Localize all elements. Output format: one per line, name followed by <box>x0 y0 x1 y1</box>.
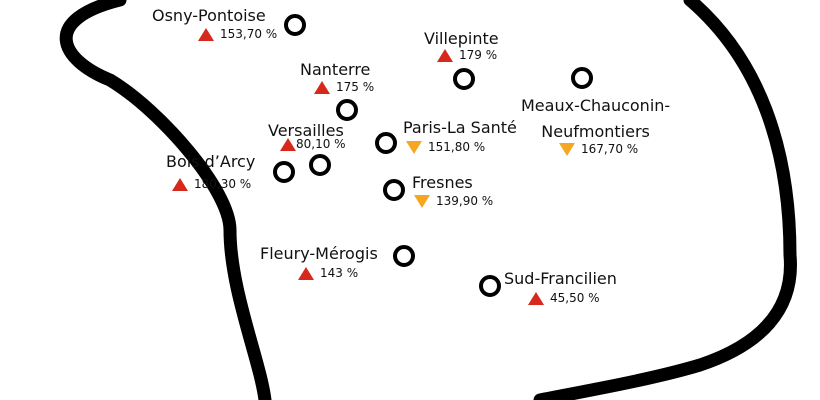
occupancy-value: 139,90 % <box>436 194 494 208</box>
site-name: Nanterre <box>300 60 371 79</box>
site-name: Versailles <box>268 121 344 140</box>
occupancy-stat: 167,70 % <box>559 142 638 156</box>
occupancy-value: 153,70 % <box>220 27 278 41</box>
site-name: Fleury-Mérogis <box>260 244 378 263</box>
site-name: Osny-Pontoise <box>152 6 266 25</box>
occupancy-stat: 143 % <box>298 266 358 280</box>
down-triangle-icon <box>406 140 422 154</box>
occupancy-value: 179 % <box>459 48 498 62</box>
up-triangle-icon <box>172 177 188 191</box>
down-triangle-icon <box>559 142 575 156</box>
region-outline <box>59 0 272 400</box>
occupancy-stat: 153,70 % <box>198 27 277 41</box>
occupancy-value: 45,50 % <box>550 291 600 305</box>
site-name: Villepinte <box>424 29 499 48</box>
site-name: Fresnes <box>412 173 473 192</box>
up-triangle-icon <box>528 291 544 305</box>
occupancy-stat: 180,30 % <box>172 177 251 191</box>
prison-location-marker <box>375 132 397 154</box>
occupancy-stat: 175 % <box>314 80 374 94</box>
prison-location-marker <box>309 154 331 176</box>
down-triangle-icon <box>414 194 430 208</box>
up-triangle-icon <box>198 27 214 41</box>
site-name: Bois d’Arcy <box>166 152 256 171</box>
prison-location-marker <box>284 14 306 36</box>
site-name: Sud-Francilien <box>504 269 617 288</box>
occupancy-stat: 45,50 % <box>528 291 600 305</box>
occupancy-value: 175 % <box>336 80 375 94</box>
occupancy-stat: 151,80 % <box>406 140 485 154</box>
prison-location-marker <box>383 179 405 201</box>
occupancy-value: 80,10 % <box>296 137 346 151</box>
up-triangle-icon <box>298 266 314 280</box>
occupancy-value: 180,30 % <box>194 177 252 191</box>
prison-location-marker <box>453 68 475 90</box>
region-outline <box>533 0 797 400</box>
prison-location-marker <box>336 99 358 121</box>
prison-location-marker <box>479 275 501 297</box>
occupancy-value: 167,70 % <box>581 142 639 156</box>
occupancy-value: 143 % <box>320 266 359 280</box>
occupancy-stat: 179 % <box>437 48 497 62</box>
occupancy-stat: 80,10 % <box>280 137 346 151</box>
occupancy-stat: 139,90 % <box>414 194 493 208</box>
occupancy-value: 151,80 % <box>428 140 486 154</box>
prison-location-marker <box>273 161 295 183</box>
site-name: Meaux-Chauconin- Neufmontiers <box>521 96 671 141</box>
prison-location-marker <box>571 67 593 89</box>
site-name: Paris-La Santé <box>403 118 517 137</box>
up-triangle-icon <box>437 48 453 62</box>
up-triangle-icon <box>314 80 330 94</box>
prison-location-marker <box>393 245 415 267</box>
up-triangle-icon <box>280 137 296 151</box>
